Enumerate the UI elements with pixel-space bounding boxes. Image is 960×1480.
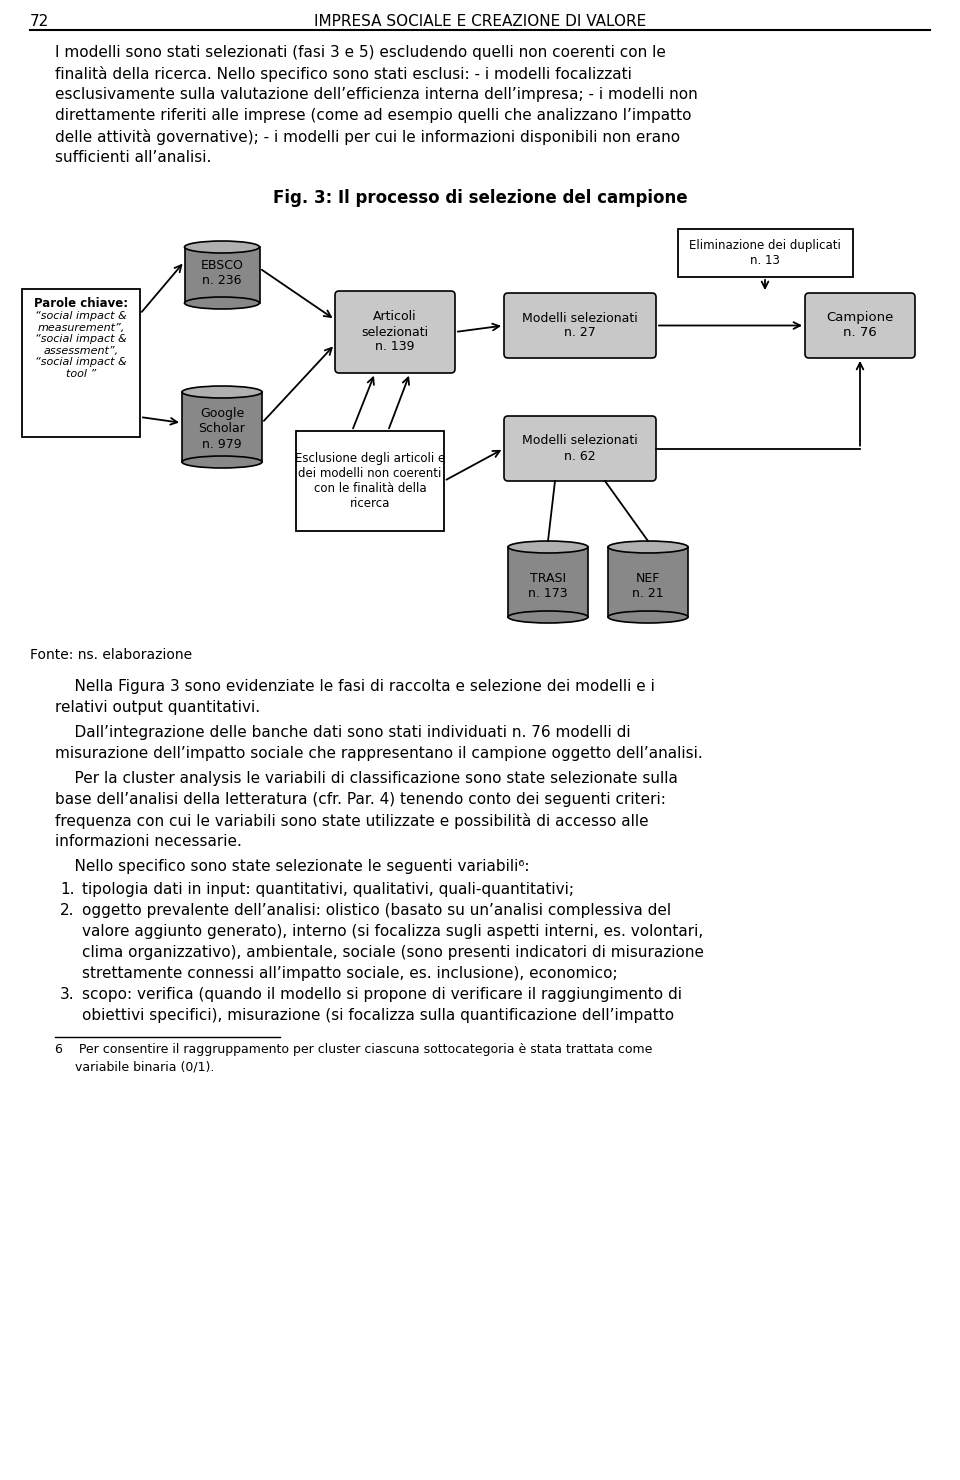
Text: 2.: 2.: [60, 903, 75, 918]
Bar: [678, 229, 852, 277]
Bar: [508, 548, 588, 617]
Text: Google
Scholar
n. 979: Google Scholar n. 979: [199, 407, 246, 450]
Ellipse shape: [184, 297, 259, 309]
Text: Fig. 3: Il processo di selezione del campione: Fig. 3: Il processo di selezione del cam…: [273, 189, 687, 207]
Text: oggetto prevalente dell’analisi: olistico (basato su un’analisi complessiva del: oggetto prevalente dell’analisi: olistic…: [82, 903, 671, 918]
Text: TRASI
n. 173: TRASI n. 173: [528, 571, 567, 599]
FancyBboxPatch shape: [504, 416, 656, 481]
Ellipse shape: [508, 611, 588, 623]
Text: I modelli sono stati selezionati (fasi 3 e 5) escludendo quelli non coerenti con: I modelli sono stati selezionati (fasi 3…: [55, 44, 666, 61]
Text: 1.: 1.: [60, 882, 75, 897]
Text: tipologia dati in input: quantitativi, qualitativi, quali-quantitativi;: tipologia dati in input: quantitativi, q…: [82, 882, 574, 897]
Text: direttamente riferiti alle imprese (come ad esempio quelli che analizzano l’impa: direttamente riferiti alle imprese (come…: [55, 108, 691, 123]
Text: 72: 72: [30, 13, 49, 30]
Text: Nello specifico sono state selezionate le seguenti variabili⁶:: Nello specifico sono state selezionate l…: [55, 858, 530, 875]
Text: Fonte: ns. elaborazione: Fonte: ns. elaborazione: [30, 648, 192, 662]
Text: Per la cluster analysis le variabili di classificazione sono state selezionate s: Per la cluster analysis le variabili di …: [55, 771, 678, 786]
Ellipse shape: [608, 611, 688, 623]
Text: NEF
n. 21: NEF n. 21: [633, 571, 663, 599]
Text: Modelli selezionati
n. 62: Modelli selezionati n. 62: [522, 435, 637, 462]
Bar: [184, 247, 259, 303]
Text: Campione
n. 76: Campione n. 76: [827, 311, 894, 339]
Bar: [22, 289, 140, 437]
Text: 6    Per consentire il raggruppamento per cluster ciascuna sottocategoria è stat: 6 Per consentire il raggruppamento per c…: [55, 1043, 653, 1057]
Text: EBSCO
n. 236: EBSCO n. 236: [201, 259, 244, 287]
Text: Esclusione degli articoli e
dei modelli non coerenti
con le finalità della
ricer: Esclusione degli articoli e dei modelli …: [295, 451, 445, 511]
Bar: [182, 392, 262, 462]
Text: misurazione dell’impatto sociale che rappresentano il campione oggetto dell’anal: misurazione dell’impatto sociale che rap…: [55, 746, 703, 761]
Text: Eliminazione dei duplicati
n. 13: Eliminazione dei duplicati n. 13: [689, 238, 841, 266]
Text: Dall’integrazione delle banche dati sono stati individuati n. 76 modelli di: Dall’integrazione delle banche dati sono…: [55, 725, 631, 740]
Ellipse shape: [182, 386, 262, 398]
FancyBboxPatch shape: [335, 292, 455, 373]
Bar: [296, 431, 444, 531]
Text: 3.: 3.: [60, 987, 75, 1002]
Text: Articoli
selezionati
n. 139: Articoli selezionati n. 139: [361, 311, 428, 354]
Text: clima organizzativo), ambientale, sociale (sono presenti indicatori di misurazio: clima organizzativo), ambientale, social…: [82, 946, 704, 961]
FancyBboxPatch shape: [805, 293, 915, 358]
Text: scopo: verifica (quando il modello si propone di verificare il raggiungimento di: scopo: verifica (quando il modello si pr…: [82, 987, 682, 1002]
Ellipse shape: [608, 542, 688, 554]
Text: Modelli selezionati
n. 27: Modelli selezionati n. 27: [522, 311, 637, 339]
Bar: [608, 548, 688, 617]
Text: strettamente connessi all’impatto sociale, es. inclusione), economico;: strettamente connessi all’impatto social…: [82, 966, 617, 981]
Text: delle attività governative); - i modelli per cui le informazioni disponibili non: delle attività governative); - i modelli…: [55, 129, 680, 145]
Text: Nella Figura 3 sono evidenziate le fasi di raccolta e selezione dei modelli e i: Nella Figura 3 sono evidenziate le fasi …: [55, 679, 655, 694]
Text: esclusivamente sulla valutazione dell’efficienza interna dell’impresa; - i model: esclusivamente sulla valutazione dell’ef…: [55, 87, 698, 102]
Text: Parole chiave:: Parole chiave:: [34, 297, 128, 309]
Text: frequenza con cui le variabili sono state utilizzate e possibilità di accesso al: frequenza con cui le variabili sono stat…: [55, 813, 649, 829]
Text: valore aggiunto generato), interno (si focalizza sugli aspetti interni, es. volo: valore aggiunto generato), interno (si f…: [82, 924, 704, 938]
Text: obiettivi specifici), misurazione (si focalizza sulla quantificazione dell’impat: obiettivi specifici), misurazione (si fo…: [82, 1008, 674, 1023]
Ellipse shape: [184, 241, 259, 253]
FancyBboxPatch shape: [504, 293, 656, 358]
Text: “social impact &
measurement”,
“social impact &
assessment”,
“social impact &
to: “social impact & measurement”, “social i…: [36, 311, 127, 379]
Text: IMPRESA SOCIALE E CREAZIONE DI VALORE: IMPRESA SOCIALE E CREAZIONE DI VALORE: [314, 13, 646, 30]
Text: relativi output quantitativi.: relativi output quantitativi.: [55, 700, 260, 715]
Text: sufficienti all’analisi.: sufficienti all’analisi.: [55, 149, 211, 164]
Ellipse shape: [508, 542, 588, 554]
Text: informazioni necessarie.: informazioni necessarie.: [55, 835, 242, 850]
Ellipse shape: [182, 456, 262, 468]
Text: variabile binaria (0/1).: variabile binaria (0/1).: [55, 1060, 214, 1073]
Text: base dell’analisi della letteratura (cfr. Par. 4) tenendo conto dei seguenti cri: base dell’analisi della letteratura (cfr…: [55, 792, 666, 807]
Text: finalità della ricerca. Nello specifico sono stati esclusi: - i modelli focalizz: finalità della ricerca. Nello specifico …: [55, 67, 632, 81]
